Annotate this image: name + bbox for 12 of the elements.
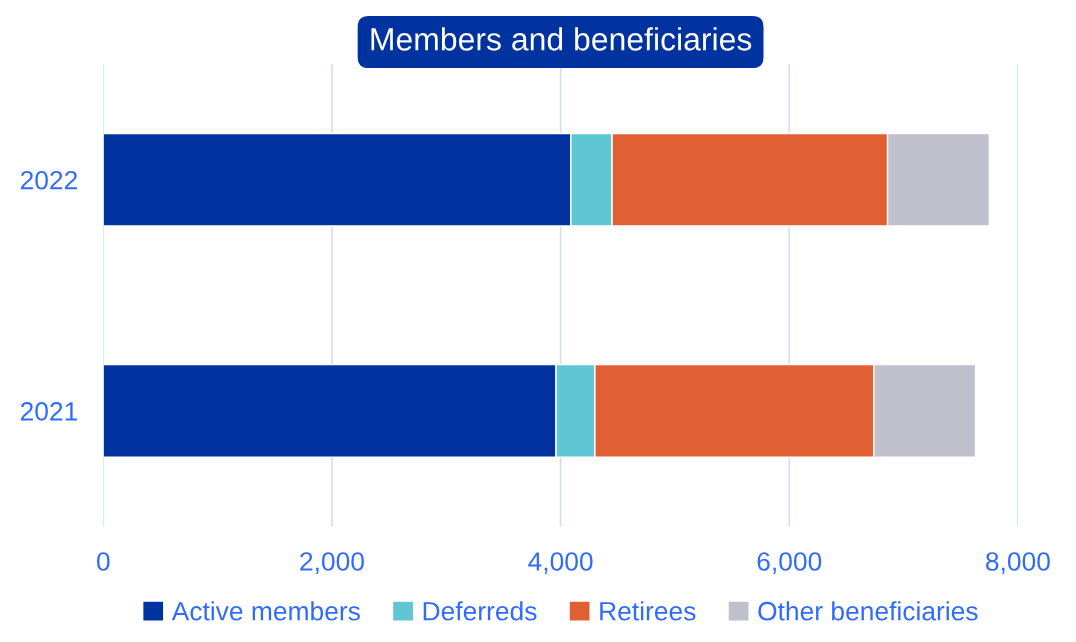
x-tick-label: 6,000	[757, 552, 822, 574]
x-tick-label: 4,000	[528, 552, 593, 574]
x-tick-label: 0	[96, 552, 110, 571]
chart-title: Members and beneficiaries	[371, 27, 752, 51]
x-tick-label: 8,000	[986, 552, 1050, 574]
legend-label: Active members	[171, 601, 360, 621]
legend-label: Deferreds	[423, 601, 537, 621]
legend-label: Retirees	[600, 601, 696, 621]
y-tick-label: 2021	[20, 402, 78, 421]
x-tick-label: 2,000	[300, 552, 364, 574]
legend-label: Other beneficiaries	[758, 601, 978, 621]
y-tick-label: 2022	[20, 170, 77, 190]
